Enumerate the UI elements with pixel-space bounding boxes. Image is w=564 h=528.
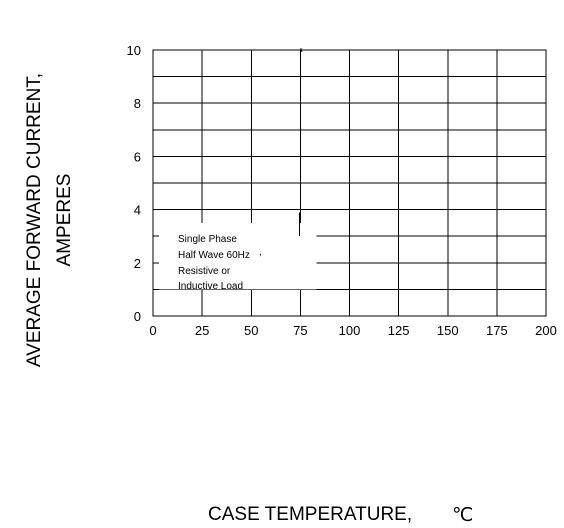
y-axis-ticks: 0 2 4 6 8 10 xyxy=(127,43,141,324)
x-tick-label: 0 xyxy=(149,323,156,338)
annotation-line: Inductive Load xyxy=(178,281,243,292)
x-axis-title: CASE TEMPERATURE, xyxy=(208,504,412,525)
y-tick-label: 10 xyxy=(127,43,141,58)
y-tick-label: 0 xyxy=(134,309,141,324)
y-tick-label: 2 xyxy=(134,256,141,271)
y-axis-title-line2: AMPERES xyxy=(54,174,75,267)
y-axis-title-line1: AVERAGE FORWARD CURRENT, xyxy=(24,73,45,367)
annotation-line: Single Phase xyxy=(178,234,237,245)
x-tick-label: 175 xyxy=(486,323,508,338)
annotation-line: Half Wave 60Hz xyxy=(178,250,250,261)
plot-frame xyxy=(152,49,547,317)
x-tick-label: 75 xyxy=(293,323,307,338)
x-axis-unit: ℃ xyxy=(452,505,473,526)
annotation: Single Phase Half Wave 60Hz Resistive or In… xyxy=(178,234,262,292)
annotation-line: Resistive or xyxy=(178,266,231,277)
grid xyxy=(153,50,546,316)
y-tick-label: 6 xyxy=(134,149,141,164)
x-tick-label: 200 xyxy=(535,323,557,338)
x-tick-label: 150 xyxy=(437,323,459,338)
y-tick-label: 4 xyxy=(134,203,141,218)
x-axis-ticks: 0 25 50 75 100 125 150 175 200 xyxy=(149,323,556,338)
x-tick-label: 25 xyxy=(195,323,209,338)
x-tick-label: 100 xyxy=(339,323,361,338)
annotation-mark: , xyxy=(259,247,262,258)
annotation-box xyxy=(159,222,317,290)
x-tick-label: 125 xyxy=(388,323,410,338)
x-tick-label: 50 xyxy=(244,323,258,338)
y-tick-label: 8 xyxy=(134,96,141,111)
x-axis-title-text: CASE TEMPERATURE, xyxy=(208,504,412,525)
